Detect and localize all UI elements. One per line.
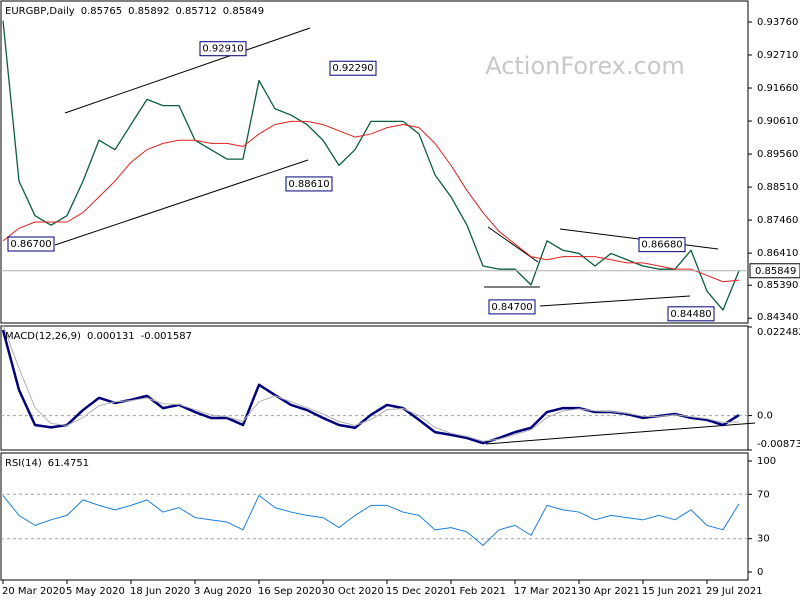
y-tick-label: 0.0 <box>757 411 773 422</box>
annotation-box <box>667 306 715 322</box>
panel-title: RSI(14) 61.4751 <box>5 458 89 469</box>
annotation-box <box>638 237 686 253</box>
header-value: 61.4751 <box>48 458 89 469</box>
header-value: -0.001587 <box>141 331 192 342</box>
y-tick-label: 0.022482 <box>757 327 800 338</box>
panel-title: MACD(12,26,9) 0.000131 -0.001587 <box>5 331 192 342</box>
annotation-box <box>488 299 536 315</box>
annotation-label: 0.92910 <box>202 44 243 55</box>
x-tick-label: 20 Mar 2020 <box>2 586 65 597</box>
series-line <box>2 120 740 283</box>
y-tick-label: 0.89560 <box>757 149 798 160</box>
panel-frame <box>0 0 749 324</box>
x-tick-label: 3 Aug 2020 <box>194 586 252 597</box>
series-line <box>2 20 740 311</box>
y-tick-label: 0.88510 <box>757 182 798 193</box>
y-tick-label: 0.92710 <box>757 50 798 61</box>
y-tick-label: 0.87460 <box>757 215 798 226</box>
title: EURGBP,Daily <box>5 6 75 17</box>
x-tick-label: 5 May 2020 <box>66 586 125 597</box>
y-tick-label: 70 <box>757 489 770 500</box>
y-tick-label: 0.93760 <box>757 17 798 28</box>
trendline <box>54 159 309 246</box>
header-value: 0.85712 <box>175 6 216 17</box>
panel-title: EURGBP,Daily 0.85765 0.85892 0.85712 0.85849 <box>5 6 264 17</box>
header-value: 0.000131 <box>87 331 135 342</box>
annotation-label: 0.92290 <box>332 63 373 74</box>
annotation-label: 0.88610 <box>288 179 329 190</box>
annotation-label: 0.86700 <box>10 239 51 250</box>
last-price-label: 0.85849 <box>755 266 796 277</box>
y-tick-label: 0.90610 <box>757 116 798 127</box>
header-value: 0.85892 <box>128 6 169 17</box>
last-price-box <box>749 263 800 279</box>
x-tick-label: 15 Dec 2020 <box>386 586 450 597</box>
annotation-label: 0.84480 <box>670 309 711 320</box>
y-tick-label: 0.84340 <box>757 312 798 323</box>
annotation-box <box>285 176 333 192</box>
x-tick-label: 1 Feb 2021 <box>450 586 506 597</box>
series-line <box>2 494 740 546</box>
title: MACD(12,26,9) <box>5 331 81 342</box>
y-tick-label: 100 <box>757 456 776 467</box>
annotation-box <box>329 60 377 76</box>
trendline <box>485 422 756 445</box>
y-tick-label: 0.86410 <box>757 248 798 259</box>
trendline <box>539 295 691 307</box>
annotation-box <box>7 236 55 252</box>
y-tick-label: 0.85390 <box>757 280 798 291</box>
title: RSI(14) <box>5 458 42 469</box>
x-tick-label: 15 Jun 2021 <box>642 586 702 597</box>
y-tick-label: -0.008736 <box>757 439 800 450</box>
header-value: 0.85765 <box>81 6 122 17</box>
annotation-label: 0.86680 <box>641 240 682 251</box>
panel-frame <box>0 452 749 581</box>
annotation-box <box>199 41 247 57</box>
x-tick-label: 16 Sep 2020 <box>258 586 321 597</box>
y-tick-label: 30 <box>757 534 770 545</box>
series-line <box>2 324 740 442</box>
x-tick-label: 30 Oct 2020 <box>322 586 384 597</box>
panel-frame <box>0 325 749 451</box>
x-tick-label: 18 Jun 2020 <box>130 586 190 597</box>
x-tick-label: 30 Apr 2021 <box>578 586 640 597</box>
y-tick-label: 0.91660 <box>757 83 798 94</box>
trendline <box>64 27 311 114</box>
watermark: ActionForex.com <box>485 52 685 80</box>
y-tick-label: 0 <box>757 567 763 578</box>
header-value: 0.85849 <box>223 6 264 17</box>
annotation-label: 0.84700 <box>491 302 532 313</box>
x-tick-label: 29 Jul 2021 <box>706 586 763 597</box>
x-tick-label: 17 Mar 2021 <box>514 586 577 597</box>
